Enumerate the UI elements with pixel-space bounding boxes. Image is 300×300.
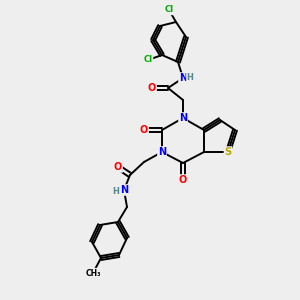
- Text: N: N: [179, 113, 187, 123]
- Text: Cl: Cl: [143, 56, 153, 64]
- Text: CH₃: CH₃: [85, 268, 101, 278]
- Text: H: H: [187, 73, 194, 82]
- Text: S: S: [224, 147, 232, 157]
- Text: N: N: [120, 185, 128, 195]
- Text: O: O: [114, 162, 122, 172]
- Text: N: N: [158, 147, 166, 157]
- Text: Cl: Cl: [164, 5, 174, 14]
- Text: H: H: [112, 187, 119, 196]
- Text: O: O: [148, 83, 156, 93]
- Text: N: N: [179, 73, 187, 83]
- Text: O: O: [140, 125, 148, 135]
- Text: O: O: [179, 175, 187, 185]
